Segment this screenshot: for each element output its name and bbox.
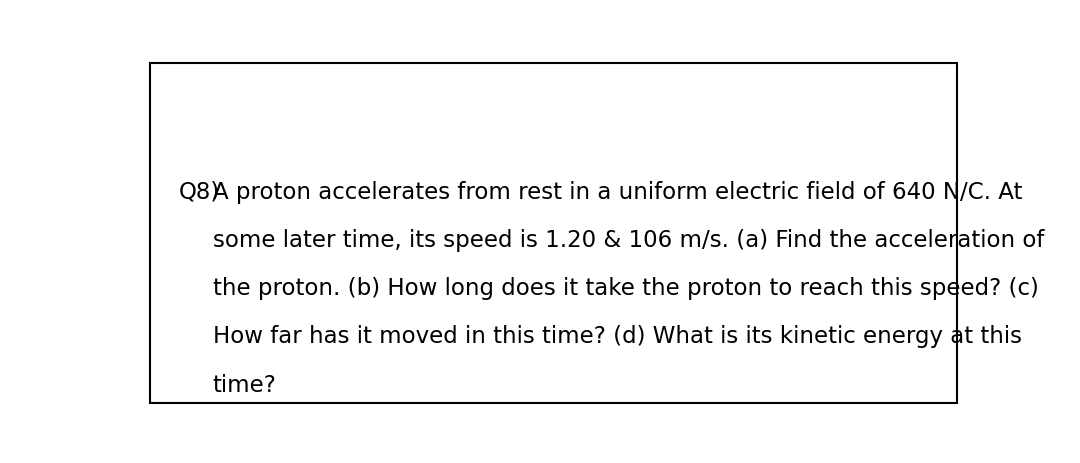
Text: How far has it moved in this time? (d) What is its kinetic energy at this: How far has it moved in this time? (d) W…	[213, 325, 1022, 348]
FancyBboxPatch shape	[150, 64, 957, 403]
Text: A proton accelerates from rest in a uniform electric field of 640 N/C. At: A proton accelerates from rest in a unif…	[213, 180, 1022, 203]
Text: the proton. (b) How long does it take the proton to reach this speed? (c): the proton. (b) How long does it take th…	[213, 276, 1039, 300]
Text: time?: time?	[213, 373, 276, 396]
Text: some later time, its speed is 1.20 & 106 m/s. (a) Find the acceleration of: some later time, its speed is 1.20 & 106…	[213, 228, 1044, 251]
Text: Q8): Q8)	[178, 180, 219, 203]
